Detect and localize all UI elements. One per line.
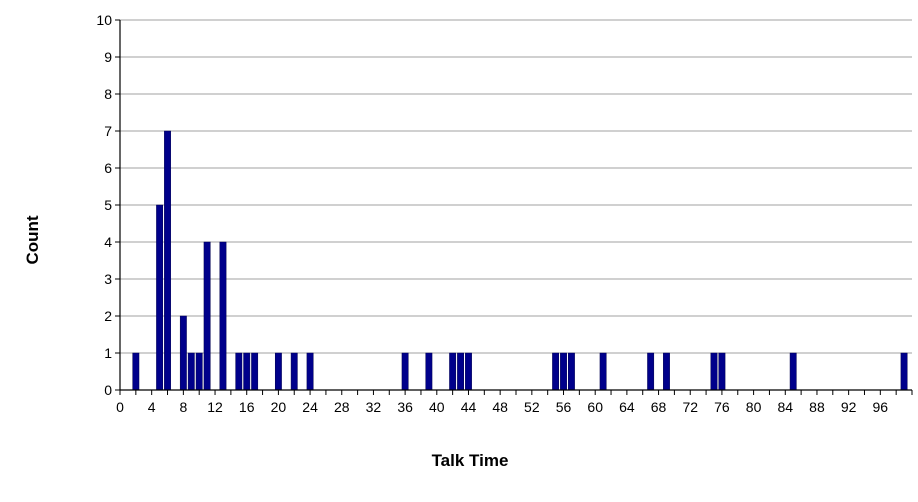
bar [647,352,655,391]
x-tick-label: 80 [746,399,762,415]
y-tick-label: 4 [104,234,112,250]
bar [290,352,298,391]
bar [718,352,726,391]
bar [195,352,203,391]
y-tick-label: 2 [104,308,112,324]
axes [115,19,913,395]
grid-lines [120,19,912,354]
x-tick-label: 72 [682,399,698,415]
bar [235,352,243,391]
x-tick-label: 96 [873,399,889,415]
bar [710,352,718,391]
bar [568,352,575,391]
bar [251,352,259,391]
y-tick-label: 6 [104,160,112,176]
bar [663,352,670,391]
y-tick-label: 9 [104,49,112,65]
bar [425,352,433,391]
bar [179,315,187,391]
bar [203,241,211,391]
x-tick-label: 92 [841,399,857,415]
x-tick-label: 12 [207,399,223,415]
bar [789,352,797,391]
bar [243,352,251,391]
x-tick-label: 60 [587,399,603,415]
x-tick-label: 48 [492,399,508,415]
x-tick-label: 40 [429,399,445,415]
bar [900,352,908,391]
y-tick-label: 3 [104,271,112,287]
bar [401,352,409,391]
bar [465,352,472,391]
bar [599,352,607,391]
bar [132,352,140,391]
x-tick-label: 88 [809,399,825,415]
y-tick-label: 10 [96,12,112,28]
bar [449,352,457,391]
bar [164,130,171,391]
x-tick-label: 16 [239,399,255,415]
x-tick-label: 24 [302,399,318,415]
bar [187,352,195,391]
y-tick-labels: 0 1 2 3 4 5 6 7 8 9 10 [96,12,112,398]
y-tick-label: 7 [104,123,112,139]
bar [156,204,164,391]
y-axis-title: Count [23,215,42,264]
x-tick-label: 44 [461,399,477,415]
x-tick-label: 0 [116,399,124,415]
x-tick-label: 32 [366,399,382,415]
x-tick-label: 4 [148,399,156,415]
bar [552,352,560,391]
x-tick-label: 64 [619,399,635,415]
x-tick-label: 68 [651,399,667,415]
y-tick-label: 0 [104,382,112,398]
x-tick-label: 76 [714,399,730,415]
x-tick-label: 56 [556,399,572,415]
x-tick-label: 28 [334,399,350,415]
y-tick-label: 1 [104,345,112,361]
bar [457,352,464,391]
x-axis-title: Talk Time [432,451,509,470]
x-tick-label: 20 [271,399,287,415]
bar [306,352,314,391]
x-tick-labels: 0 4 8 12 16 20 24 28 32 36 40 44 48 52 56 60 64 68 72 76 80 8… [116,399,888,415]
bar [219,241,227,391]
x-tick-label: 52 [524,399,540,415]
y-tick-label: 8 [104,86,112,102]
x-tick-label: 36 [397,399,413,415]
x-tick-label: 84 [777,399,793,415]
y-tick-label: 5 [104,197,112,213]
bar [560,352,567,391]
bars [132,130,908,391]
bar [274,352,282,391]
x-tick-label: 8 [179,399,187,415]
